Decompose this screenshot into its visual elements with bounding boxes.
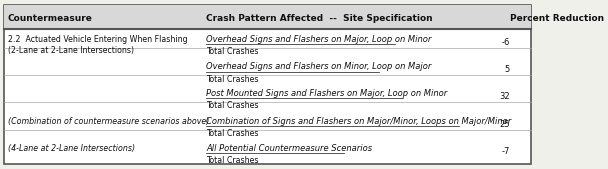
Text: Total Crashes: Total Crashes bbox=[206, 75, 259, 83]
Text: 32: 32 bbox=[499, 92, 510, 101]
Text: Crash Pattern Affected  --  Site Specification: Crash Pattern Affected -- Site Specifica… bbox=[206, 14, 433, 23]
Text: Total Crashes: Total Crashes bbox=[206, 129, 259, 138]
Text: (Combination of countermeasure scenarios above): (Combination of countermeasure scenarios… bbox=[8, 117, 209, 126]
Text: 5: 5 bbox=[505, 65, 510, 74]
Text: Countermeasure: Countermeasure bbox=[8, 14, 92, 23]
FancyBboxPatch shape bbox=[4, 5, 531, 164]
Text: -6: -6 bbox=[502, 38, 510, 47]
Text: Overhead Signs and Flashers on Major, Loop on Minor: Overhead Signs and Flashers on Major, Lo… bbox=[206, 35, 432, 44]
Text: Total Crashes: Total Crashes bbox=[206, 156, 259, 165]
Text: Percent Reduction: Percent Reduction bbox=[510, 14, 604, 23]
Text: (4-Lane at 2-Lane Intersections): (4-Lane at 2-Lane Intersections) bbox=[8, 143, 135, 152]
Text: Overhead Signs and Flashers on Minor, Loop on Major: Overhead Signs and Flashers on Minor, Lo… bbox=[206, 62, 432, 71]
Text: Post Mounted Signs and Flashers on Major, Loop on Minor: Post Mounted Signs and Flashers on Major… bbox=[206, 89, 447, 98]
Text: Total Crashes: Total Crashes bbox=[206, 101, 259, 110]
FancyBboxPatch shape bbox=[4, 5, 531, 29]
Text: Total Crashes: Total Crashes bbox=[206, 47, 259, 56]
Text: 25: 25 bbox=[499, 120, 510, 129]
Text: -7: -7 bbox=[502, 147, 510, 156]
Text: All Potential Countermeasure Scenarios: All Potential Countermeasure Scenarios bbox=[206, 143, 373, 152]
Text: Combination of Signs and Flashers on Major/Minor, Loops on Major/Minor: Combination of Signs and Flashers on Maj… bbox=[206, 117, 511, 126]
Text: 2.2  Actuated Vehicle Entering When Flashing
(2-Lane at 2-Lane Intersections): 2.2 Actuated Vehicle Entering When Flash… bbox=[8, 35, 187, 55]
